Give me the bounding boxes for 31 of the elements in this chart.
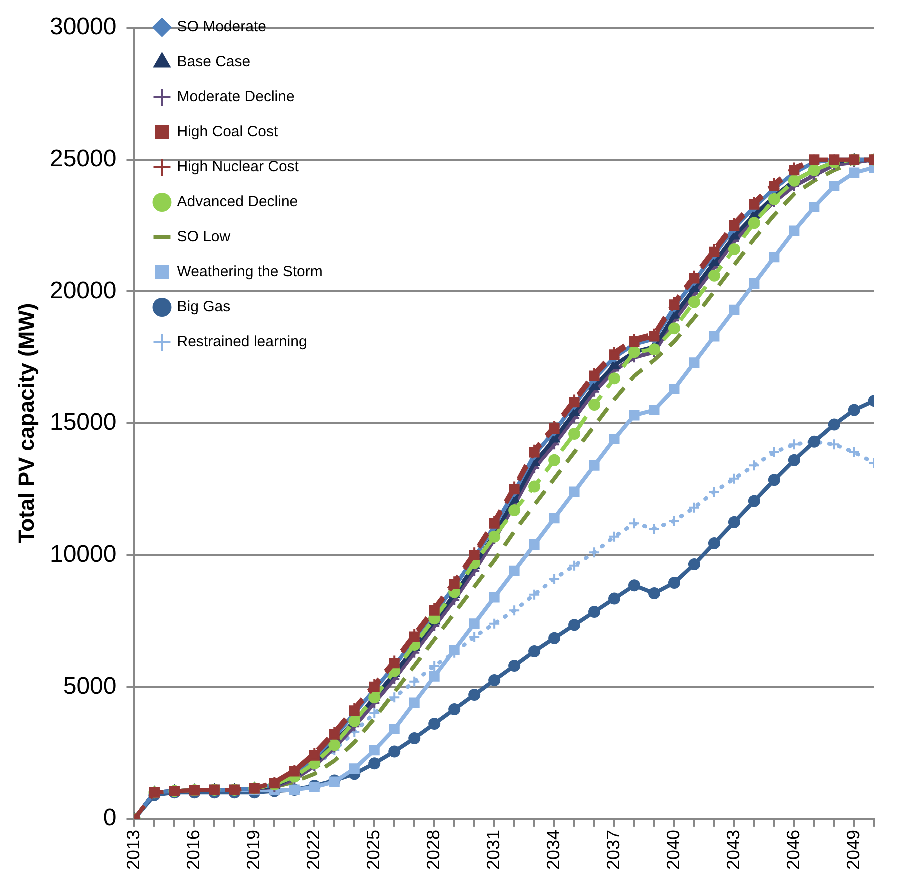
x-tick-label: 2019 xyxy=(244,830,264,870)
x-tick-label: 2016 xyxy=(184,830,204,870)
y-tick-label: 10000 xyxy=(50,540,117,568)
x-tick-label: 2043 xyxy=(723,830,744,870)
x-tick-label: 2022 xyxy=(304,830,324,870)
legend-label: SO Low xyxy=(177,228,231,246)
y-tick-label: 0 xyxy=(103,804,117,832)
legend-label: High Nuclear Cost xyxy=(177,158,300,176)
legend-label: Big Gas xyxy=(177,298,231,316)
x-tick-label: 2046 xyxy=(783,830,804,870)
legend-label: Advanced Decline xyxy=(177,194,298,211)
legend-label: Base Case xyxy=(177,54,251,71)
y-tick-label: 5000 xyxy=(63,672,117,700)
legend-label: Weathering the Storm xyxy=(177,264,323,281)
x-tick-label: 2040 xyxy=(663,830,684,870)
legend-label: Moderate Decline xyxy=(177,88,295,106)
legend-label: High Coal Cost xyxy=(177,124,279,141)
x-tick-label: 2037 xyxy=(603,830,624,870)
y-tick-label: 15000 xyxy=(50,409,117,436)
x-tick-label: 2025 xyxy=(364,830,384,870)
y-tick-label: 25000 xyxy=(50,145,117,172)
x-tick-label: 2013 xyxy=(124,830,144,870)
x-tick-label: 2034 xyxy=(544,830,564,870)
legend-label: Restrained learning xyxy=(177,334,308,351)
x-tick-label: 2031 xyxy=(484,830,504,870)
y-tick-label: 20000 xyxy=(50,277,117,304)
x-tick-label: 2028 xyxy=(424,830,444,870)
y-axis-title: Total PV capacity (MW) xyxy=(14,303,40,544)
legend-label: SO Moderate xyxy=(177,18,266,36)
x-tick-label: 2049 xyxy=(843,830,864,870)
y-tick-label: 30000 xyxy=(50,14,117,41)
